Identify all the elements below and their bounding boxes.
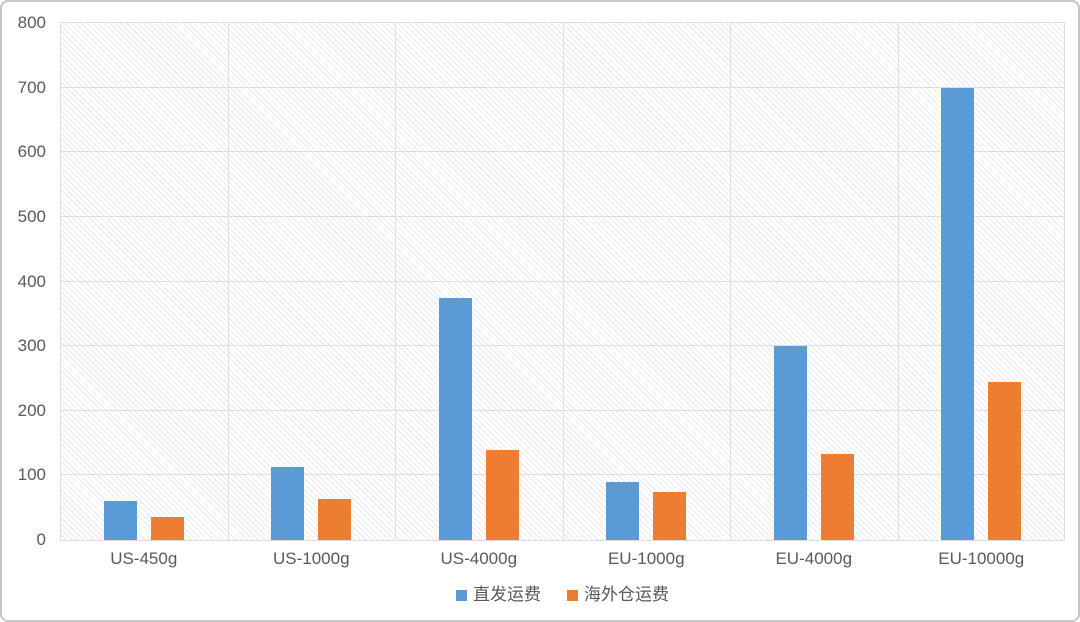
y-axis-tick-label: 300 [17,336,46,356]
bar [486,450,519,540]
y-axis-tick-label: 400 [17,271,46,291]
bar [439,298,472,540]
gridline-vertical [395,23,396,540]
bar [104,501,137,540]
y-axis-tick-label: 600 [17,142,46,162]
gridline-horizontal [60,22,1065,23]
gridline-horizontal [60,215,1065,217]
gridline-vertical [898,23,899,540]
legend-item-overseas-warehouse-shipping: 海外仓运费 [567,585,669,605]
x-axis-tick-label: US-1000g [272,549,350,568]
gridline-horizontal [60,540,1065,541]
legend-swatch-direct-shipping [456,589,467,601]
gridline-horizontal [60,86,1065,88]
y-axis-tick-label: 800 [17,13,46,32]
y-axis-tick-label: 200 [17,400,46,420]
bar [821,454,854,540]
gridline-horizontal [60,345,1065,347]
gridline-horizontal [60,151,1065,153]
bar [318,499,351,540]
y-axis-tick-label: 100 [17,465,46,485]
legend-swatch-overseas-warehouse-shipping [567,589,578,601]
gridline-vertical [228,23,229,540]
legend-label-direct-shipping: 直发运费 [473,585,541,604]
gridline-horizontal [60,280,1065,282]
bar [653,492,686,540]
bar [774,346,807,540]
x-axis-tick-label: EU-1000g [607,549,685,568]
legend-label-overseas-warehouse-shipping: 海外仓运费 [584,585,669,604]
gridline-horizontal [60,409,1065,411]
x-axis-tick-label: US-450g [110,549,178,568]
bar [271,467,304,540]
gridline-horizontal [60,474,1065,476]
gridline-vertical [1064,23,1065,540]
bar [941,88,974,540]
bar [151,517,184,540]
gridline-vertical [730,23,731,540]
x-axis-tick-label: EU-10000g [938,549,1025,568]
x-axis-tick-label: EU-4000g [775,549,853,568]
x-axis-tick-label: US-4000g [440,549,518,568]
bar [988,382,1021,540]
y-axis-tick-label: 700 [17,77,46,97]
y-axis-tick-label: 500 [17,206,46,226]
plot-area [60,22,1065,541]
gridline-vertical [563,23,564,540]
legend: 直发运费 海外仓运费 [60,585,1065,605]
y-axis-tick-label: 0 [36,530,46,549]
gridline-vertical [60,23,61,540]
bar [606,482,639,540]
legend-item-direct-shipping: 直发运费 [456,585,541,605]
